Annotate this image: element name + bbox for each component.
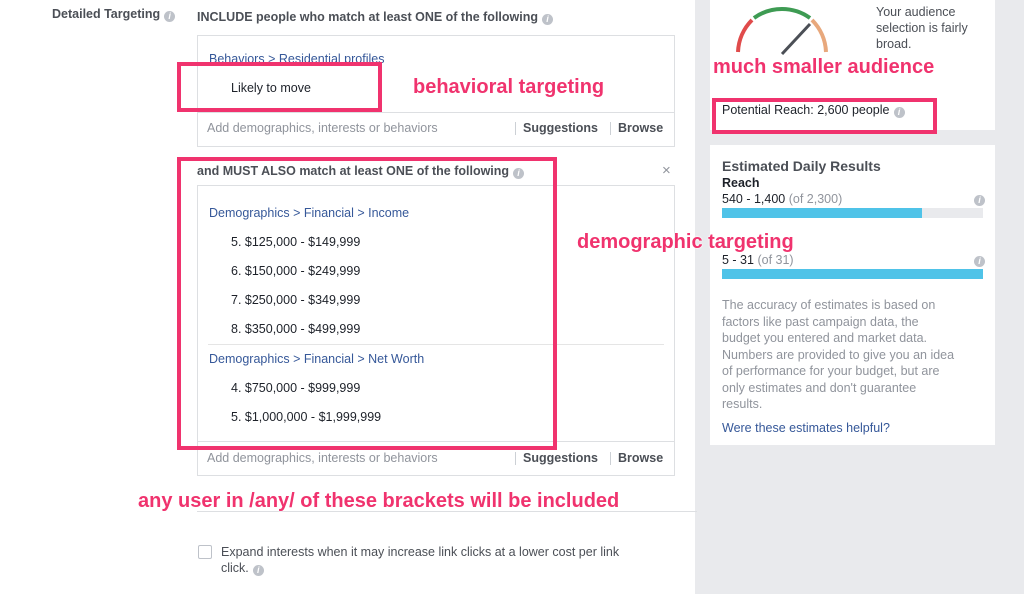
crumb[interactable]: Demographics [209, 206, 290, 220]
item: 5. $125,000 - $149,999 [231, 235, 361, 249]
reach-range: 540 - 1,400 (of 2,300) [722, 191, 842, 207]
include-box: Behaviors > Residential profiles Likely … [197, 35, 675, 147]
info-icon[interactable]: i [974, 195, 985, 206]
note-line: budget you entered and market data. [722, 331, 928, 345]
button[interactable]: Browse [618, 121, 664, 135]
info-icon[interactable]: i [252, 565, 264, 576]
info-icon[interactable]: i [893, 107, 905, 118]
item: Likely to move [231, 81, 311, 95]
note-line: of performance for your budget, but are [722, 364, 940, 378]
checkbox-label: click. i [221, 560, 264, 576]
reach-bar [722, 208, 983, 218]
annotation-box [177, 157, 557, 450]
annotation: behavioral targeting [413, 76, 605, 98]
checkbox-label: Expand interests when it may increase li… [221, 545, 620, 559]
breadcrumb: Demographics > Financial > Net Worth [209, 352, 425, 366]
checkbox-label-text: click. [221, 561, 249, 575]
clicks-range: 5 - 31 (of 31) [722, 252, 794, 268]
item: 7. $250,000 - $349,999 [231, 293, 361, 307]
annotation-box [177, 62, 382, 112]
crumb[interactable]: Financial [303, 352, 354, 366]
button[interactable]: Browse [618, 451, 664, 465]
estimates-card: Estimated Daily Results Reach 540 - 1,40… [710, 145, 995, 445]
annotation: any user in /any/ of these brackets will… [138, 490, 620, 512]
range-of: (of 31) [757, 253, 794, 267]
annotation: much smaller audience [713, 56, 935, 78]
heading: INCLUDE people who match at least ONE of… [197, 9, 553, 25]
label: Detailed Targeting i [52, 6, 176, 22]
note-line: only estimates and don't guarantee [722, 380, 917, 395]
note-line: results. [722, 397, 763, 411]
input[interactable]: Add demographics, interests or behaviors [207, 121, 438, 135]
info-icon[interactable]: i [164, 11, 176, 22]
note-line: The accuracy of estimates is based on [722, 298, 936, 312]
estimates-title: Estimated Daily Results [722, 158, 881, 174]
info-icon[interactable]: i [974, 256, 985, 267]
audience-card: Your audience selection is fairly broad.… [710, 0, 995, 130]
audience-text: Your audience [876, 5, 956, 19]
note-line: factors like past campaign data, the [722, 314, 919, 329]
button[interactable]: Suggestions [523, 451, 599, 465]
item: 5. $1,000,000 - $1,999,999 [231, 410, 382, 424]
label-text: Detailed Targeting [52, 7, 161, 21]
gauge [736, 7, 828, 56]
item: 4. $750,000 - $999,999 [231, 381, 361, 395]
item: 8. $350,000 - $499,999 [231, 322, 361, 336]
range-of: (of 2,300) [788, 192, 843, 206]
crumb[interactable]: Financial [303, 206, 354, 220]
heading-text: and MUST ALSO match at least ONE of the … [197, 164, 510, 178]
range: 540 - 1,400 [722, 192, 786, 206]
item: 6. $150,000 - $249,999 [231, 264, 361, 278]
info-icon[interactable]: i [513, 168, 525, 179]
crumb[interactable]: Demographics [209, 352, 290, 366]
crumb[interactable]: Net Worth [368, 352, 425, 366]
audience-text: broad. [876, 37, 912, 51]
breadcrumb: Demographics > Financial > Income [209, 206, 410, 220]
reach-label: Reach [722, 176, 760, 190]
checkbox[interactable] [198, 545, 212, 559]
must-box: Demographics > Financial > Income 5. $12… [197, 185, 675, 476]
annotation: demographic targeting [577, 231, 794, 253]
helpful-link[interactable]: Were these estimates helpful? [722, 421, 890, 435]
heading: and MUST ALSO match at least ONE of the … [197, 163, 525, 179]
input[interactable]: Add demographics, interests or behaviors [207, 451, 438, 465]
info-icon[interactable]: i [542, 14, 553, 25]
audience-text: selection is fairly [876, 21, 968, 35]
button[interactable]: Suggestions [523, 121, 599, 135]
potential-reach: Potential Reach: 2,600 people i [722, 102, 905, 118]
range: 5 - 31 [722, 253, 754, 267]
clicks-label: L [722, 237, 730, 251]
heading-text: INCLUDE people who match at least ONE of… [197, 10, 538, 24]
annotation-box [712, 98, 937, 134]
note-line: Numbers are provided to give you an idea [722, 347, 955, 362]
close[interactable]: × [662, 162, 671, 179]
potential-reach-text: Potential Reach: 2,600 people [722, 103, 890, 117]
crumb[interactable]: Income [368, 206, 410, 220]
clicks-bar [722, 269, 983, 279]
